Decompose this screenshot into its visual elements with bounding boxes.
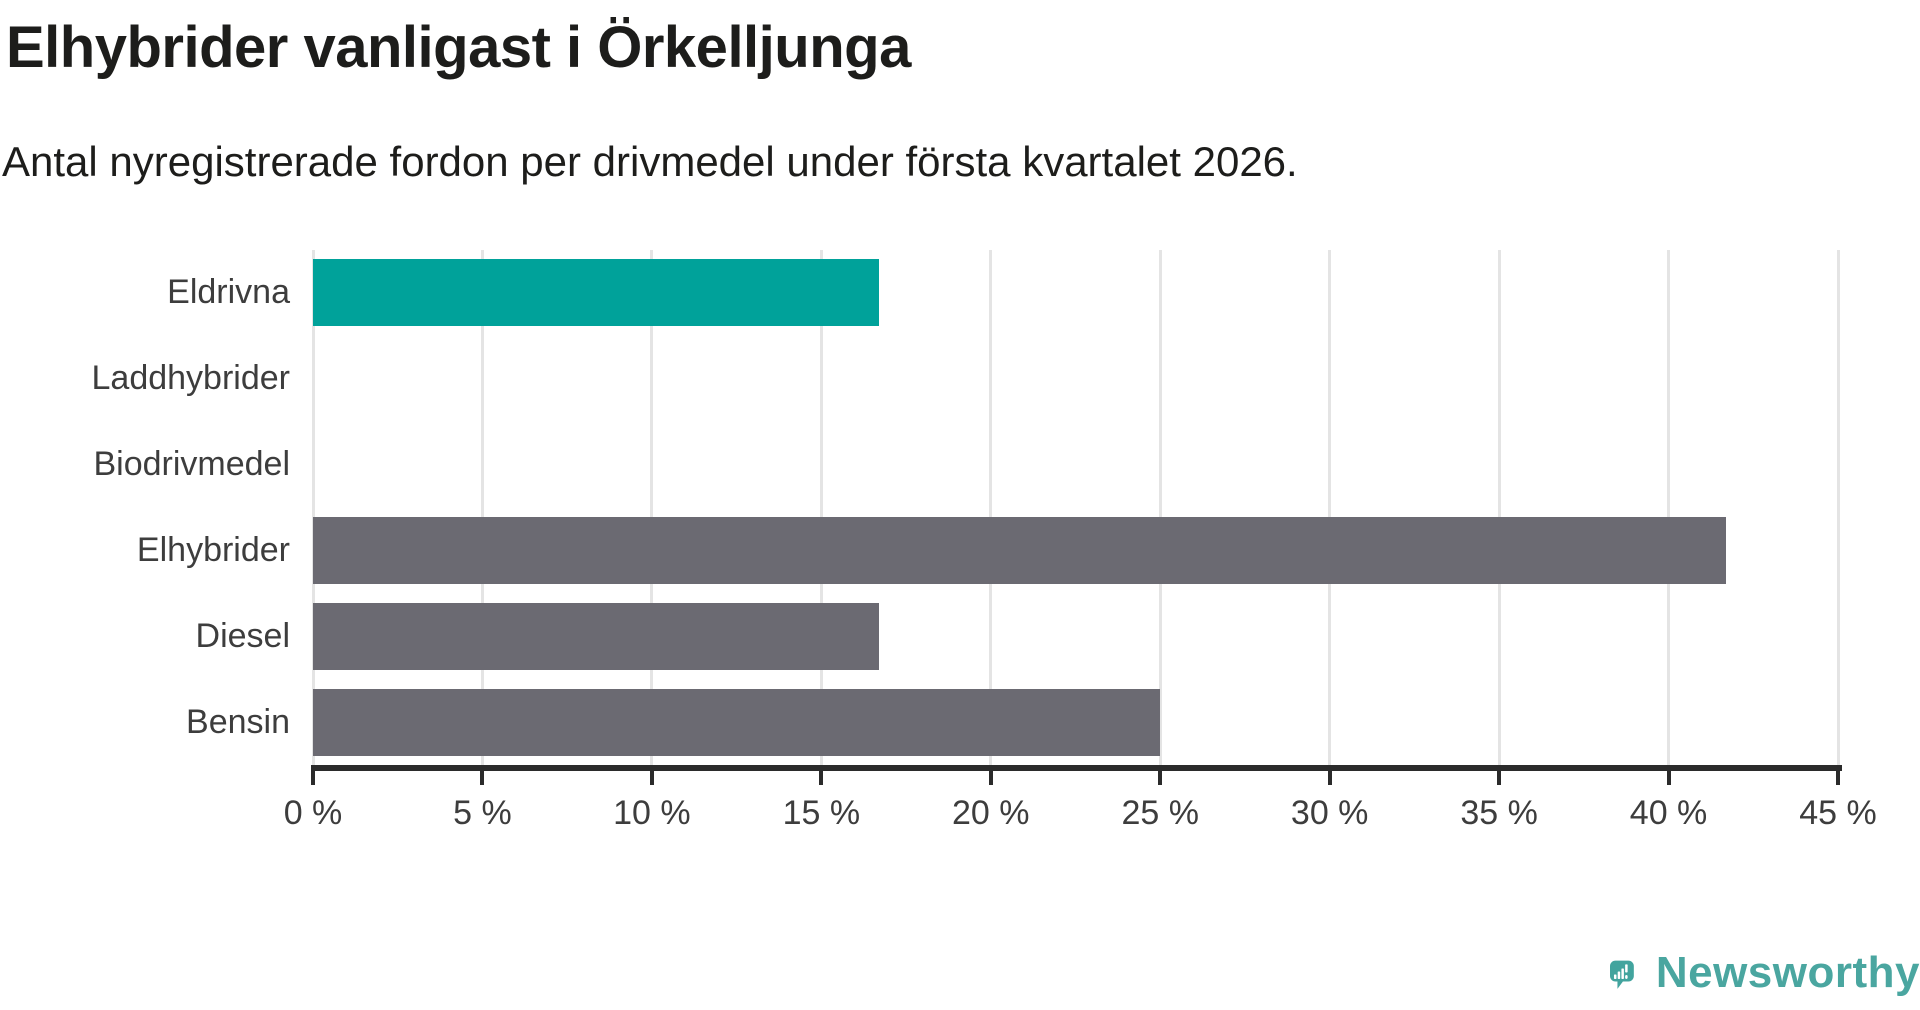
x-axis-tick	[1836, 771, 1840, 785]
gridline	[1158, 250, 1162, 765]
x-tick-label: 15 %	[782, 794, 861, 832]
x-tick-label: 30 %	[1290, 794, 1369, 832]
x-axis-tick	[1158, 771, 1163, 785]
x-tick-label: 20 %	[952, 794, 1030, 832]
x-axis-tick	[1327, 771, 1332, 785]
x-tick-label: 10 %	[613, 794, 691, 832]
chart-title: Elhybrider vanligast i Örkelljunga	[6, 15, 911, 80]
x-axis-tick	[988, 771, 993, 785]
bar-bensin	[313, 688, 1161, 756]
newsworthy-logo: Newsworthy	[1610, 946, 1920, 1008]
x-tick-label: 35 %	[1460, 794, 1538, 832]
gridline	[989, 250, 993, 765]
category-label: Elhybrider	[136, 530, 290, 569]
category-label: Eldrivna	[167, 273, 290, 312]
x-axis-tick	[1497, 771, 1502, 785]
category-label: Biodrivmedel	[93, 445, 290, 484]
newsworthy-wordmark: Newsworthy	[1655, 948, 1920, 997]
bar-elhybrider	[313, 516, 1727, 584]
category-label: Laddhybrider	[91, 359, 290, 398]
bar-diesel	[313, 602, 879, 670]
x-axis-tick	[311, 771, 315, 785]
gridline	[480, 250, 484, 765]
gridline	[311, 250, 315, 765]
gridline	[1836, 250, 1840, 765]
x-axis-tick	[649, 771, 654, 785]
x-tick-label: 0 %	[283, 794, 343, 832]
x-axis-line	[311, 765, 1842, 771]
gridline	[1497, 250, 1501, 765]
gridline	[1328, 250, 1332, 765]
x-axis-tick	[480, 771, 485, 785]
chart-subtitle: Antal nyregistrerade fordon per drivmede…	[2, 138, 1298, 185]
x-tick-label: 45 %	[1799, 794, 1877, 832]
gridline	[819, 250, 823, 765]
x-tick-label: 5 %	[453, 794, 512, 832]
gridline	[650, 250, 654, 765]
x-tick-label: 25 %	[1121, 794, 1199, 832]
x-axis-tick	[819, 771, 824, 785]
gridline	[1667, 250, 1671, 765]
x-axis-tick	[1666, 771, 1671, 785]
x-tick-label: 40 %	[1629, 794, 1708, 832]
category-label: Diesel	[195, 616, 290, 655]
category-label: Bensin	[186, 702, 290, 741]
newsworthy-pin-icon	[1610, 960, 1634, 989]
bar-eldrivna	[313, 259, 879, 327]
